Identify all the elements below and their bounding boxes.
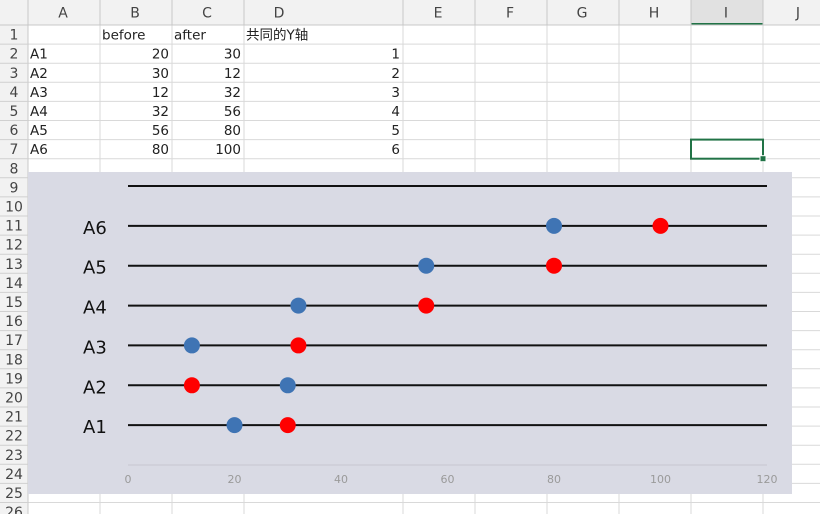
cell[interactable]: A5 [30,123,48,139]
cell[interactable]: 5 [391,123,400,139]
point [652,217,669,234]
selected-cell[interactable] [690,138,764,160]
cell[interactable]: 56 [152,123,169,139]
row-header[interactable]: 26 [5,505,23,514]
column-header[interactable]: G [577,6,588,22]
column-header[interactable]: B [130,6,140,22]
category-label: A2 [83,377,107,398]
column-header[interactable]: E [434,6,443,22]
row-header[interactable]: 8 [10,161,19,177]
column-header-bar [0,0,820,25]
cell[interactable]: 4 [391,104,400,120]
x-tick-label: 80 [547,473,561,486]
cell[interactable]: 20 [152,47,169,63]
column-header[interactable]: D [274,6,285,22]
cell[interactable]: 12 [224,66,241,82]
fill-handle [759,155,767,163]
cell[interactable]: 6 [391,142,400,158]
row-header[interactable]: 17 [5,333,23,349]
row-header[interactable]: 13 [5,257,23,273]
cell[interactable]: 12 [152,85,169,101]
x-tick-label: 40 [334,473,348,486]
point [546,217,562,234]
category-label: A5 [83,258,107,279]
column-header[interactable]: J [795,6,800,22]
point [418,257,435,274]
row-header[interactable]: 10 [5,199,23,215]
cell[interactable]: A4 [30,104,48,120]
cell[interactable]: A1 [30,47,48,63]
category-label: A3 [83,337,107,358]
point [183,377,200,394]
row-header[interactable]: 4 [10,85,19,101]
chart-area[interactable] [28,172,792,494]
point [279,377,296,394]
x-tick-label: 60 [441,473,455,486]
row-header[interactable]: 6 [10,123,19,139]
row-header[interactable]: 9 [10,180,19,196]
x-tick-label: 20 [228,473,242,486]
point [290,297,307,314]
x-tick-label: 120 [757,473,778,486]
point [183,337,200,354]
cell[interactable]: 30 [152,66,169,82]
category-label: A4 [83,298,107,319]
row-header[interactable]: 5 [10,104,19,120]
row-header[interactable]: 21 [5,410,23,426]
cell[interactable]: A3 [30,85,48,101]
cell[interactable]: 3 [391,85,400,101]
x-tick-label: 0 [125,473,132,486]
row-header[interactable]: 14 [5,276,23,292]
column-header[interactable]: F [506,6,514,22]
x-tick-label: 100 [650,473,671,486]
row-header[interactable]: 3 [10,66,19,82]
row-header[interactable]: 2 [10,47,19,63]
cell[interactable]: after [174,28,206,44]
column-header[interactable]: I [724,6,728,22]
point [290,337,307,354]
column-header-selected [691,0,763,25]
cell[interactable]: A2 [30,66,48,82]
row-header[interactable]: 23 [5,448,23,464]
cell[interactable]: 80 [224,123,241,139]
category-label: A6 [83,218,107,239]
cell[interactable]: 32 [152,104,169,120]
cell[interactable]: 80 [152,142,169,158]
row-header[interactable]: 20 [5,390,23,406]
row-header[interactable]: 24 [5,467,23,483]
column-header[interactable]: H [649,6,660,22]
row-header[interactable]: 16 [5,314,23,330]
row-header[interactable]: 12 [5,238,23,254]
point [279,417,296,434]
cell[interactable]: 56 [224,104,241,120]
row-header[interactable]: 1 [10,28,19,44]
row-header[interactable]: 18 [5,352,23,368]
category-label: A1 [83,417,107,438]
row-header[interactable]: 19 [5,371,23,387]
cell[interactable]: before [102,28,145,44]
row-header[interactable]: 7 [10,142,19,158]
row-header[interactable]: 11 [5,219,23,235]
row-header-bar [0,25,28,514]
cell[interactable]: 30 [224,47,241,63]
cell[interactable]: 100 [215,142,241,158]
cell[interactable]: A6 [30,142,48,158]
row-header[interactable]: 22 [5,429,23,445]
point [226,417,243,434]
point [418,297,435,314]
cell[interactable]: 32 [224,85,241,101]
column-header[interactable]: A [58,6,68,22]
cell[interactable]: 共同的Y轴 [246,28,308,44]
row-header[interactable]: 25 [5,486,23,502]
row-header[interactable]: 15 [5,295,23,311]
cell[interactable]: 1 [391,47,400,63]
point [546,257,562,274]
cell[interactable]: 2 [391,66,400,82]
column-header[interactable]: C [202,6,212,22]
